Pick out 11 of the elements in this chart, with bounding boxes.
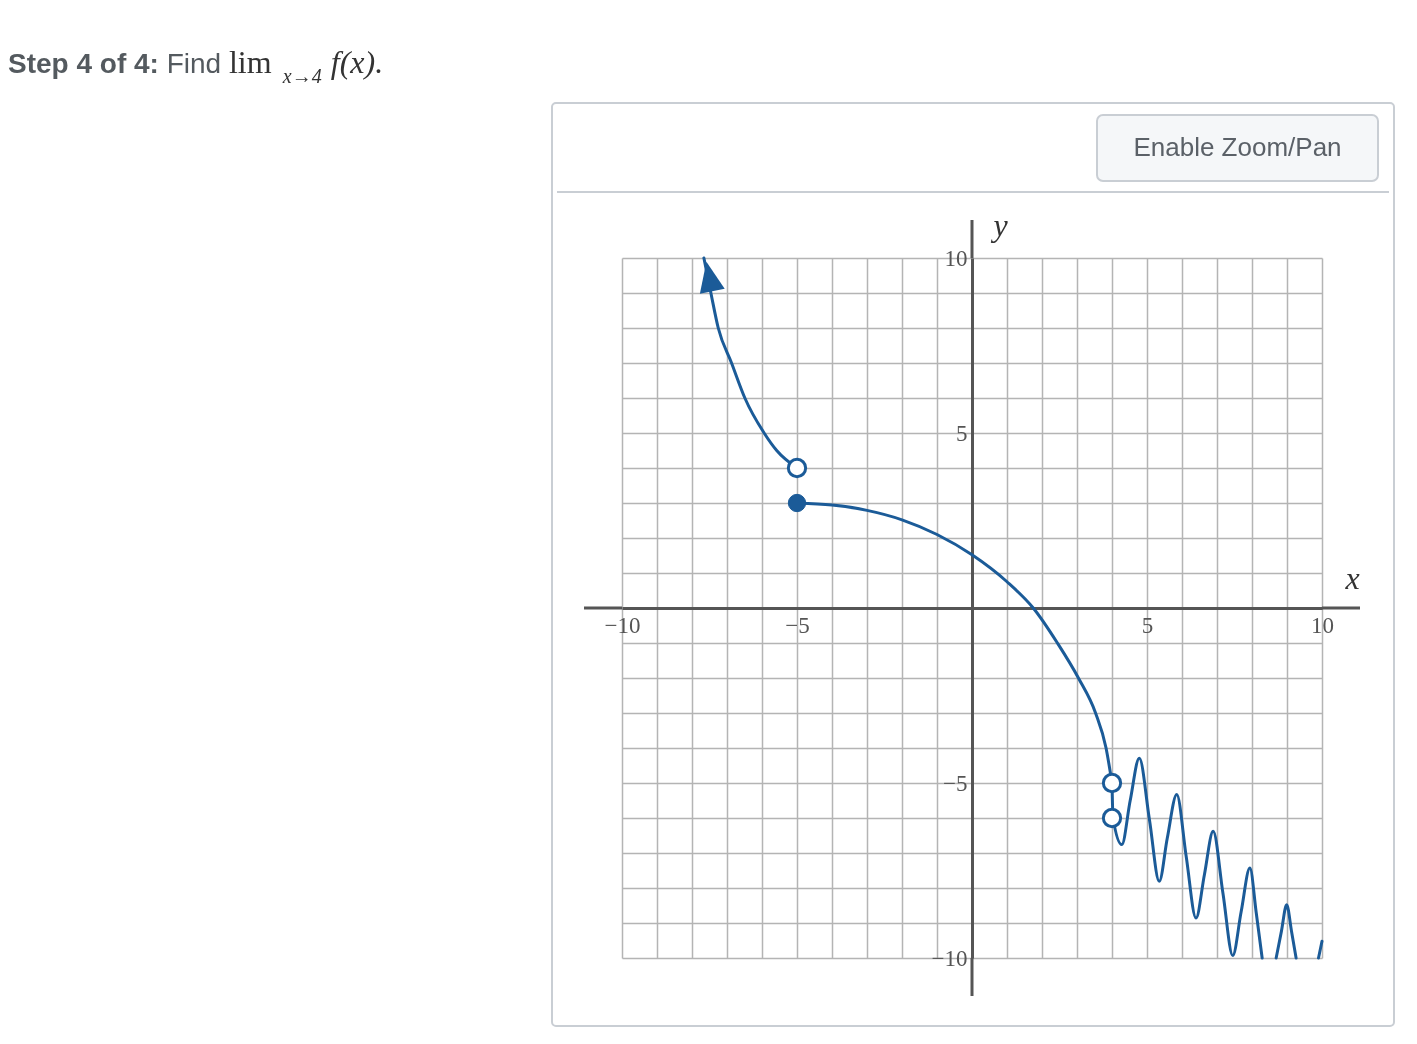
x-tick-label: 5 [1141,612,1154,638]
y-tick-label: 5 [956,420,968,446]
text: Enable Zoom/Pan [1133,132,1342,162]
y-tick-label: −5 [943,770,968,796]
y-tick-label: 10 [944,245,968,271]
x-tick-label: −10 [604,612,641,638]
y-tick-label: −10 [931,945,968,971]
x-tick-label: 10 [1311,612,1334,638]
y-axis-title: y [990,206,1009,243]
x-axis-title: x [1344,559,1360,596]
x-tick-label: −5 [785,612,810,638]
